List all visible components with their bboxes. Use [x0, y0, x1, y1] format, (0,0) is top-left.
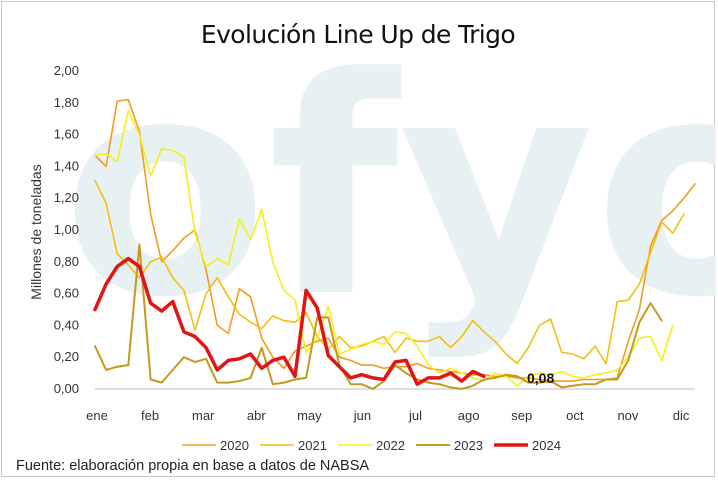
x-tick-label: jul	[408, 408, 422, 423]
y-tick-label: 0,40	[54, 317, 79, 332]
source-note: Fuente: elaboración propia en base a dat…	[16, 458, 369, 474]
series-layer	[93, 98, 696, 390]
legend: 2020 2021 2022 2023 2024	[182, 438, 561, 453]
x-tick-label: jun	[353, 408, 371, 423]
y-tick-label: 1,00	[54, 222, 79, 237]
y-axis-label: Millones de toneladas	[28, 164, 44, 299]
y-tick-label: 0,80	[54, 254, 79, 269]
x-tick-label: oct	[566, 408, 584, 423]
legend-label-2021: 2021	[298, 438, 327, 453]
legend-label-2020: 2020	[220, 438, 249, 453]
x-tick-label: nov	[617, 408, 638, 423]
y-tick-label: 1,40	[54, 158, 79, 173]
y-tick-label: 1,60	[54, 127, 79, 142]
x-tick-label: may	[297, 408, 322, 423]
series-line-2021	[94, 179, 685, 365]
y-tick-label: 2,00	[54, 63, 79, 78]
x-tick-label: sep	[511, 408, 532, 423]
axes: 0,00 0,20 0,40 0,60 0,80 1,00 1,20 1,40 1,60 1,80…	[54, 63, 695, 423]
x-tick-label: ene	[86, 408, 108, 423]
legend-label-2024: 2024	[532, 438, 561, 453]
y-tick-label: 1,20	[54, 190, 79, 205]
x-tick-label: dic	[673, 408, 690, 423]
series-line-2024	[93, 256, 486, 386]
y-tick-label: 0,00	[54, 381, 79, 396]
y-tick-label: 0,20	[54, 349, 79, 364]
x-tick-label: abr	[247, 408, 266, 423]
y-tick-label: 1,80	[54, 95, 79, 110]
series-line-2023	[94, 243, 663, 390]
legend-label-2023: 2023	[454, 438, 483, 453]
last-value-label: 0,08	[527, 370, 554, 386]
y-tick-label: 0,60	[54, 286, 79, 301]
x-tick-label: mar	[192, 408, 215, 423]
x-tick-label: ago	[458, 408, 480, 423]
chart-title: Evolución Line Up de Trigo	[201, 20, 515, 49]
legend-label-2022: 2022	[376, 438, 405, 453]
series-line-2022	[94, 110, 674, 387]
x-tick-label: feb	[141, 408, 159, 423]
